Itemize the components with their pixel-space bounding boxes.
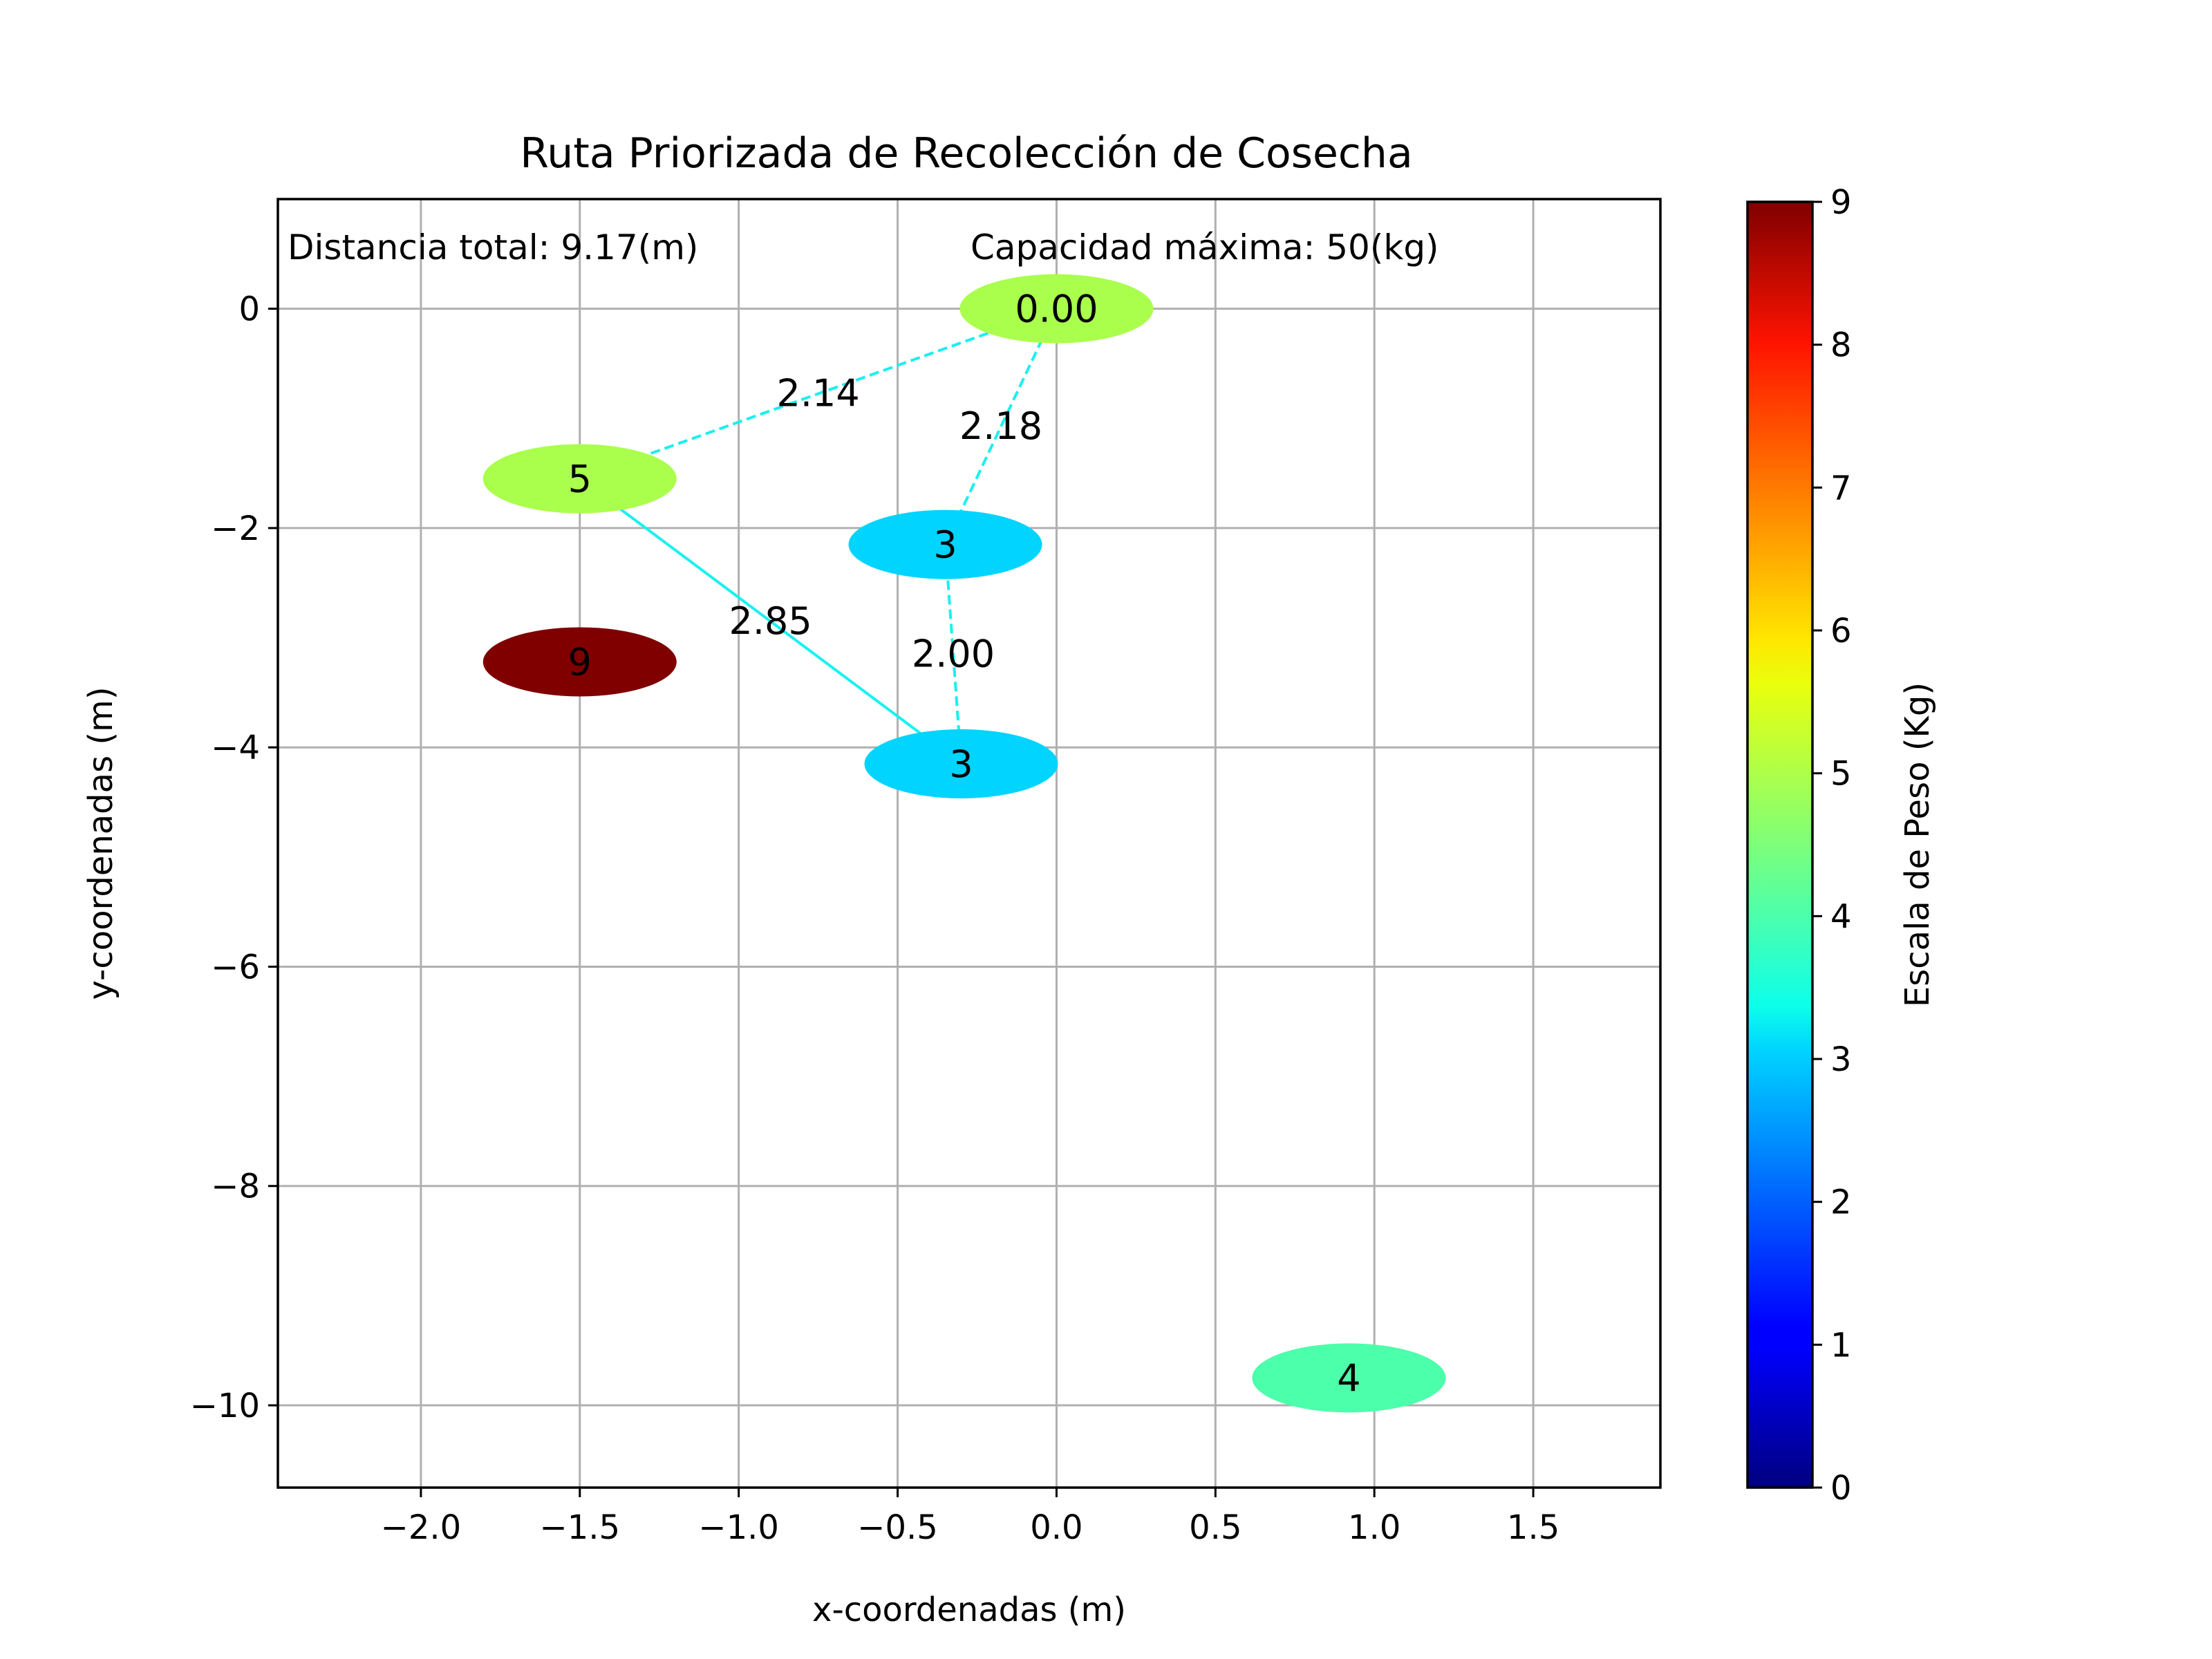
harvest-point <box>848 509 1042 579</box>
colorbar-tick-label: 2 <box>1830 1183 1852 1222</box>
route <box>578 307 1058 765</box>
y-axis-label: y-coordenadas (m) <box>82 686 120 1000</box>
x-tick-label: −0.5 <box>857 1508 938 1547</box>
colorbar: 0 1 2 3 4 5 6 7 8 9 Escala de Peso (Kg) <box>1746 183 1937 1508</box>
colorbar-tick-label: 1 <box>1830 1326 1852 1365</box>
segment-distance-label: 2.14 <box>776 372 859 415</box>
point-weight-label: 0.00 <box>1015 288 1098 331</box>
colorbar-gradient <box>1747 202 1812 1488</box>
chart-title: Ruta Priorizada de Recolección de Cosech… <box>520 129 1412 178</box>
colorbar-tick-label: 3 <box>1830 1040 1852 1079</box>
segment-distance-label: 2.18 <box>959 404 1042 448</box>
plot-frame <box>276 198 1662 1489</box>
y-tick-label: −6 <box>211 948 260 986</box>
point-weight-label: 4 <box>1337 1356 1360 1400</box>
x-tick-label: −1.0 <box>698 1508 779 1547</box>
y-tick-label: 0 <box>238 290 260 329</box>
x-axis-label: x-coordenadas (m) <box>812 1591 1126 1629</box>
harvest-point <box>482 444 677 514</box>
y-tick-label: −8 <box>211 1168 260 1206</box>
colorbar-tick-label: 9 <box>1830 183 1852 222</box>
y-tick-label: −10 <box>190 1387 260 1425</box>
colorbar-tick-label: 4 <box>1830 897 1852 936</box>
segment-distance-label: 2.85 <box>729 599 812 643</box>
x-ticks: −2.0 −1.5 −1.0 −0.5 0.0 0.5 1.0 1.5 <box>381 1488 1559 1547</box>
point-weight-label: 3 <box>933 523 957 567</box>
point-weight-label: 5 <box>568 458 592 501</box>
annotation-total-distance: Distancia total: 9.17(m) <box>288 227 698 268</box>
x-tick-label: −1.5 <box>540 1508 621 1547</box>
point-weight-label: 3 <box>949 742 973 786</box>
harvest-point <box>959 274 1154 344</box>
annotation-max-capacity: Capacidad máxima: 50(kg) <box>971 227 1439 268</box>
colorbar-tick-label: 0 <box>1830 1469 1852 1508</box>
colorbar-frame <box>1746 200 1814 1489</box>
segment-labels: 2.14 2.85 2.00 2.18 <box>729 372 1043 676</box>
colorbar-tick-label: 8 <box>1830 326 1852 365</box>
x-tick-label: −2.0 <box>381 1508 462 1547</box>
route-segment <box>579 477 963 765</box>
harvest-point <box>864 729 1058 798</box>
colorbar-ticks: 0 1 2 3 4 5 6 7 8 9 <box>1812 183 1852 1508</box>
y-tick-label: −2 <box>211 509 260 548</box>
y-ticks: 0 −2 −4 −6 −8 −10 <box>190 290 278 1425</box>
points: 0.00 5 3 9 3 4 <box>482 274 1446 1413</box>
grid <box>278 199 1660 1488</box>
x-tick-label: 0.5 <box>1189 1508 1241 1547</box>
harvest-point <box>1252 1343 1446 1413</box>
colorbar-tick-label: 6 <box>1830 612 1852 650</box>
segment-distance-label: 2.00 <box>912 632 995 675</box>
x-tick-label: 1.5 <box>1507 1508 1559 1547</box>
x-tick-label: 0.0 <box>1030 1508 1082 1547</box>
colorbar-tick-label: 7 <box>1830 469 1852 507</box>
route-segment <box>939 543 963 765</box>
colorbar-label: Escala de Peso (Kg) <box>1898 682 1937 1007</box>
harvest-point <box>482 627 677 697</box>
x-tick-label: 1.0 <box>1348 1508 1400 1547</box>
route-segment <box>578 307 1058 481</box>
colorbar-tick-label: 5 <box>1830 755 1852 794</box>
y-tick-label: −4 <box>211 729 260 767</box>
point-weight-label: 9 <box>568 640 592 684</box>
